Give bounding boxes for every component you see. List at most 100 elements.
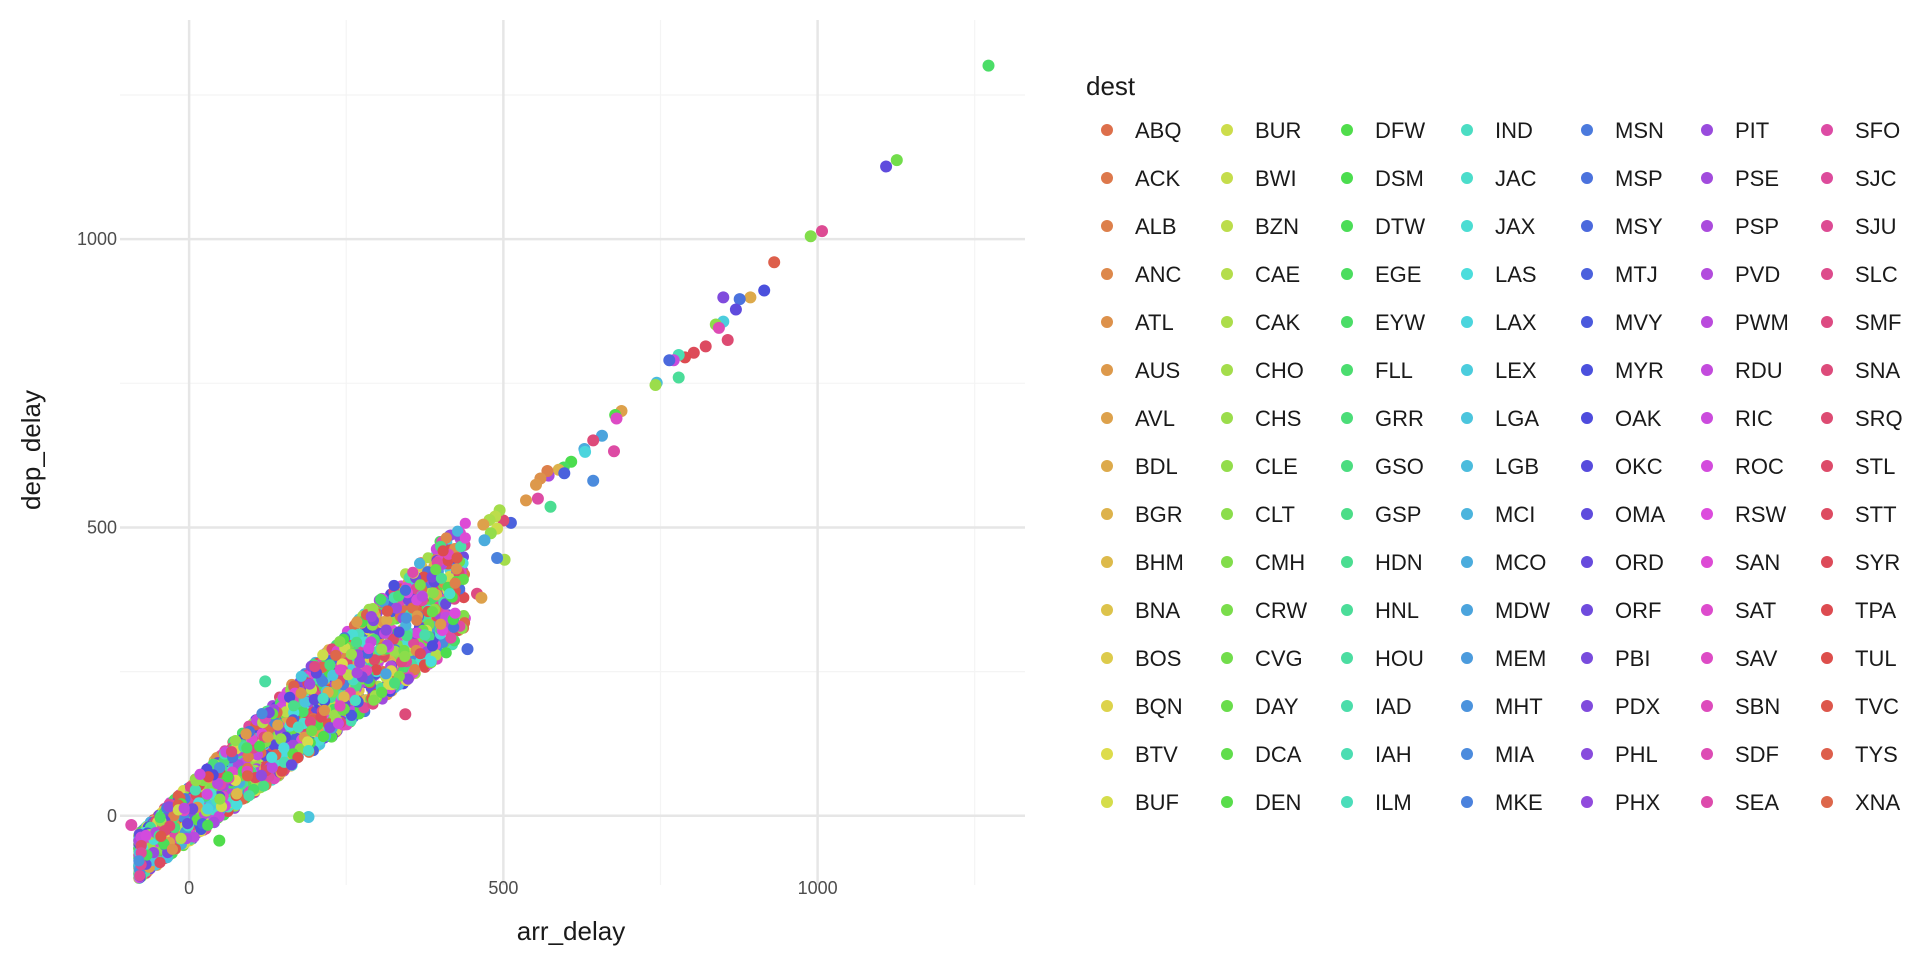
legend-key-mke (1461, 796, 1473, 808)
legend-label-sdf: SDF (1735, 742, 1779, 767)
cloud-point (288, 700, 300, 712)
point-msp-8 (733, 293, 746, 306)
legend-key-bqn (1101, 700, 1113, 712)
legend-key-dtw (1341, 220, 1353, 232)
cloud-point (275, 733, 287, 745)
point-dfw-62 (213, 834, 226, 847)
cloud-point (440, 532, 452, 544)
legend-label-roc: ROC (1735, 454, 1784, 479)
cloud-point (349, 694, 361, 707)
cloud-point (440, 647, 452, 659)
legend-key-phl (1581, 748, 1593, 760)
cloud-point (435, 572, 447, 584)
point-aus-40 (530, 478, 542, 491)
legend: ABQ ACK ALB ANC ATL AUS AVL BDL BGR BHM BNA BOS BQN B… (1101, 118, 1903, 815)
cloud-point (459, 532, 471, 544)
point-cvg-1 (890, 154, 903, 167)
legend-key-msy (1581, 220, 1593, 232)
cloud-point (350, 636, 363, 649)
legend-label-bhm: BHM (1135, 550, 1184, 575)
cloud-point (256, 708, 268, 720)
legend-key-avl (1101, 412, 1113, 424)
cloud-point (368, 694, 380, 706)
cloud-point (324, 659, 336, 671)
cloud-point (345, 648, 357, 660)
cloud-point (334, 700, 346, 712)
point-cmh-4 (804, 230, 817, 243)
cloud-point (381, 605, 393, 617)
cloud-point (241, 742, 253, 754)
x-axis-title: arr_delay (517, 916, 625, 946)
legend-label-phl: PHL (1615, 742, 1658, 767)
legend-label-tpa: TPA (1855, 598, 1896, 623)
cloud-point (226, 746, 238, 758)
cloud-point (354, 657, 366, 669)
legend-label-san: SAN (1735, 550, 1780, 575)
cloud-point (309, 661, 321, 673)
legend-label-hou: HOU (1375, 646, 1424, 671)
cloud-point (302, 745, 315, 757)
legend-label-slc: SLC (1855, 262, 1898, 287)
cloud-point (318, 704, 330, 717)
legend-label-grr: GRR (1375, 406, 1424, 431)
legend-key-sfo (1821, 124, 1833, 136)
legend-label-msn: MSN (1615, 118, 1664, 143)
point-myr-6 (758, 284, 771, 297)
cloud-point (399, 650, 411, 663)
legend-label-bwi: BWI (1255, 166, 1297, 191)
cloud-point (134, 870, 146, 882)
legend-key-stt (1821, 508, 1833, 520)
legend-label-gsp: GSP (1375, 502, 1421, 527)
legend-key-cvg (1221, 652, 1233, 664)
cloud-point (304, 678, 316, 690)
legend-key-psp (1701, 220, 1713, 232)
legend-label-psp: PSP (1735, 214, 1779, 239)
legend-label-ack: ACK (1135, 166, 1181, 191)
legend-key-mco (1461, 556, 1473, 568)
cloud-point (455, 541, 467, 553)
legend-label-las: LAS (1495, 262, 1537, 287)
legend-key-sna (1821, 364, 1833, 376)
cloud-point (140, 829, 152, 842)
legend-key-sjc (1821, 172, 1833, 184)
legend-label-cvg: CVG (1255, 646, 1303, 671)
legend-key-iad (1341, 700, 1353, 712)
point-bdl-7 (744, 291, 757, 304)
legend-label-fll: FLL (1375, 358, 1413, 383)
cloud-point (295, 687, 307, 699)
dense-point-cloud (133, 517, 471, 885)
legend-label-cho: CHO (1255, 358, 1304, 383)
legend-label-lex: LEX (1495, 358, 1537, 383)
legend-key-tvc (1821, 700, 1833, 712)
y-tick-label-0: 0 (107, 806, 117, 826)
legend-label-mco: MCO (1495, 550, 1546, 575)
y-tick-label-1: 500 (87, 517, 117, 537)
cloud-point (400, 612, 412, 624)
legend-key-tys (1821, 748, 1833, 760)
cloud-point (330, 649, 342, 661)
legend-label-jax: JAX (1495, 214, 1536, 239)
cloud-point (449, 607, 461, 619)
legend-label-mem: MEM (1495, 646, 1546, 671)
point-mtj-36 (558, 467, 571, 480)
point-sna-58 (399, 708, 412, 721)
cloud-point (426, 640, 438, 652)
x-axis-ticks: 0 500 1000 (184, 878, 838, 898)
cloud-point (194, 768, 206, 781)
legend-label-cle: CLE (1255, 454, 1298, 479)
legend-label-iad: IAD (1375, 694, 1412, 719)
legend-label-mci: MCI (1495, 502, 1535, 527)
cloud-point (297, 706, 309, 718)
cloud-point (346, 709, 358, 722)
legend-key-cle (1221, 460, 1233, 472)
cloud-point (368, 654, 381, 666)
cloud-point (317, 649, 329, 661)
cloud-point (276, 765, 288, 777)
legend-label-hnl: HNL (1375, 598, 1419, 623)
cloud-point (451, 563, 463, 575)
legend-key-fll (1341, 364, 1353, 376)
y-axis-ticks: 0 500 1000 (77, 229, 117, 826)
cloud-point (414, 648, 426, 660)
legend-key-mci (1461, 508, 1473, 520)
